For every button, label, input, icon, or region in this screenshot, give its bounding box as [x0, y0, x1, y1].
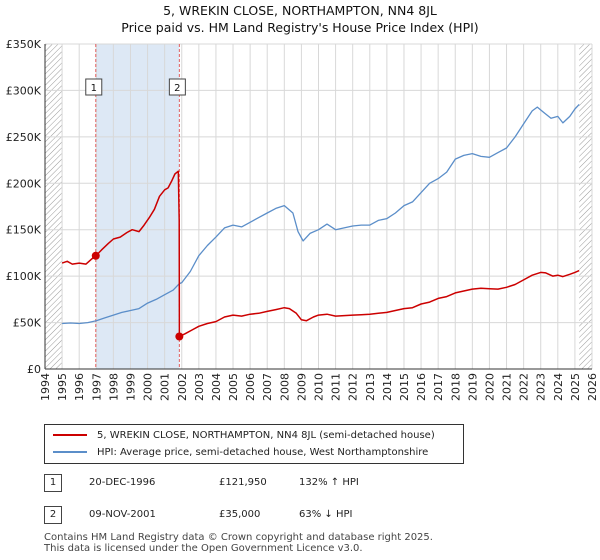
legend-label-hpi: HPI: Average price, semi-detached house,…: [97, 447, 429, 458]
y-tick-label: £50K: [13, 317, 42, 330]
sale-label-box: [168, 78, 186, 96]
sale-label-text: 2: [174, 83, 180, 94]
x-tick-label: 2000: [142, 373, 155, 401]
x-tick-label: 1999: [124, 373, 137, 401]
y-tick-label: £200K: [6, 177, 42, 190]
y-tick-label: £250K: [6, 131, 42, 144]
x-tick-label: 2002: [176, 373, 189, 401]
x-tick-label: 2023: [535, 373, 548, 401]
x-tick-label: 2022: [518, 373, 531, 401]
x-tick-label: 1995: [56, 373, 69, 401]
x-tick-label: 2009: [295, 373, 308, 401]
property-price-line: [61, 170, 580, 338]
x-tick-label: 1998: [107, 373, 120, 401]
sale-point: [175, 332, 184, 341]
y-tick-label: £100K: [6, 270, 42, 283]
no-data-region-left: [45, 44, 63, 369]
sale-marker-badge: 1: [44, 474, 62, 492]
x-tick-label: 1994: [39, 373, 52, 401]
sale-price: £121,950: [219, 477, 267, 488]
x-tick-label: 2018: [449, 373, 462, 401]
price-chart: 1 2 £0 £50K £100K £150K £200K £250K £300K £350K 19…: [6, 38, 599, 401]
x-tick-label: 2017: [432, 373, 445, 401]
x-tick-label: 2007: [261, 373, 274, 401]
hpi-line: [62, 103, 580, 325]
legend-swatch-hpi: [53, 451, 87, 453]
x-tick-label: 2006: [244, 373, 257, 401]
x-tick-label: 2015: [398, 373, 411, 401]
x-tick-label: 2020: [483, 373, 496, 401]
sale-hpi-comparison: 132% ↑ HPI: [299, 477, 359, 488]
sale-date: 09-NOV-2001: [89, 509, 156, 520]
sale-date: 20-DEC-1996: [89, 477, 156, 488]
x-tick-label: 2025: [569, 373, 582, 401]
x-tick-label: 2011: [330, 373, 343, 401]
ownership-shade: [95, 44, 180, 369]
x-tick-label: 2021: [501, 373, 514, 401]
x-tick-label: 2004: [210, 373, 223, 401]
x-tick-label: 2008: [278, 373, 291, 401]
y-tick-label: £350K: [6, 38, 42, 51]
legend-swatch-property: [53, 434, 87, 436]
no-data-region-right: [579, 44, 592, 369]
x-tick-label: 2010: [313, 373, 326, 401]
x-tick-label: 1997: [90, 373, 103, 401]
legend-item-hpi: HPI: Average price, semi-detached house,…: [53, 445, 428, 461]
footer-copyright: Contains HM Land Registry data © Crown c…: [44, 532, 433, 543]
sale-label-text: 1: [91, 83, 97, 94]
x-tick-label: 2019: [466, 373, 479, 401]
x-tick-label: 2005: [227, 373, 240, 401]
sale-marker-badge: 2: [44, 506, 62, 524]
sale-price: £35,000: [219, 509, 261, 520]
x-tick-label: 2014: [381, 373, 394, 401]
legend-label-property: 5, WREKIN CLOSE, NORTHAMPTON, NN4 8JL (s…: [97, 430, 435, 441]
chart-title: 5, WREKIN CLOSE, NORTHAMPTON, NN4 8JL: [163, 3, 437, 18]
sale-point: [91, 251, 100, 260]
x-tick-label: 2013: [364, 373, 377, 401]
y-tick-label: £150K: [6, 224, 42, 237]
sale-label-box: [85, 78, 103, 96]
footer-licence: This data is licensed under the Open Gov…: [44, 543, 363, 554]
sale-hpi-comparison: 63% ↓ HPI: [299, 509, 353, 520]
x-tick-label: 2012: [347, 373, 360, 401]
chart-legend: 5, WREKIN CLOSE, NORTHAMPTON, NN4 8JL (s…: [44, 424, 464, 464]
x-tick-label: 2001: [159, 373, 172, 401]
x-tick-label: 2003: [193, 373, 206, 401]
legend-item-property: 5, WREKIN CLOSE, NORTHAMPTON, NN4 8JL (s…: [53, 428, 435, 444]
y-tick-label: £0: [27, 363, 41, 376]
x-tick-label: 2026: [586, 373, 599, 401]
x-tick-label: 2024: [552, 373, 565, 401]
chart-subtitle: Price paid vs. HM Land Registry's House …: [121, 20, 479, 35]
x-tick-label: 2016: [415, 373, 428, 401]
y-tick-label: £300K: [6, 84, 42, 97]
x-tick-label: 1996: [73, 373, 86, 401]
